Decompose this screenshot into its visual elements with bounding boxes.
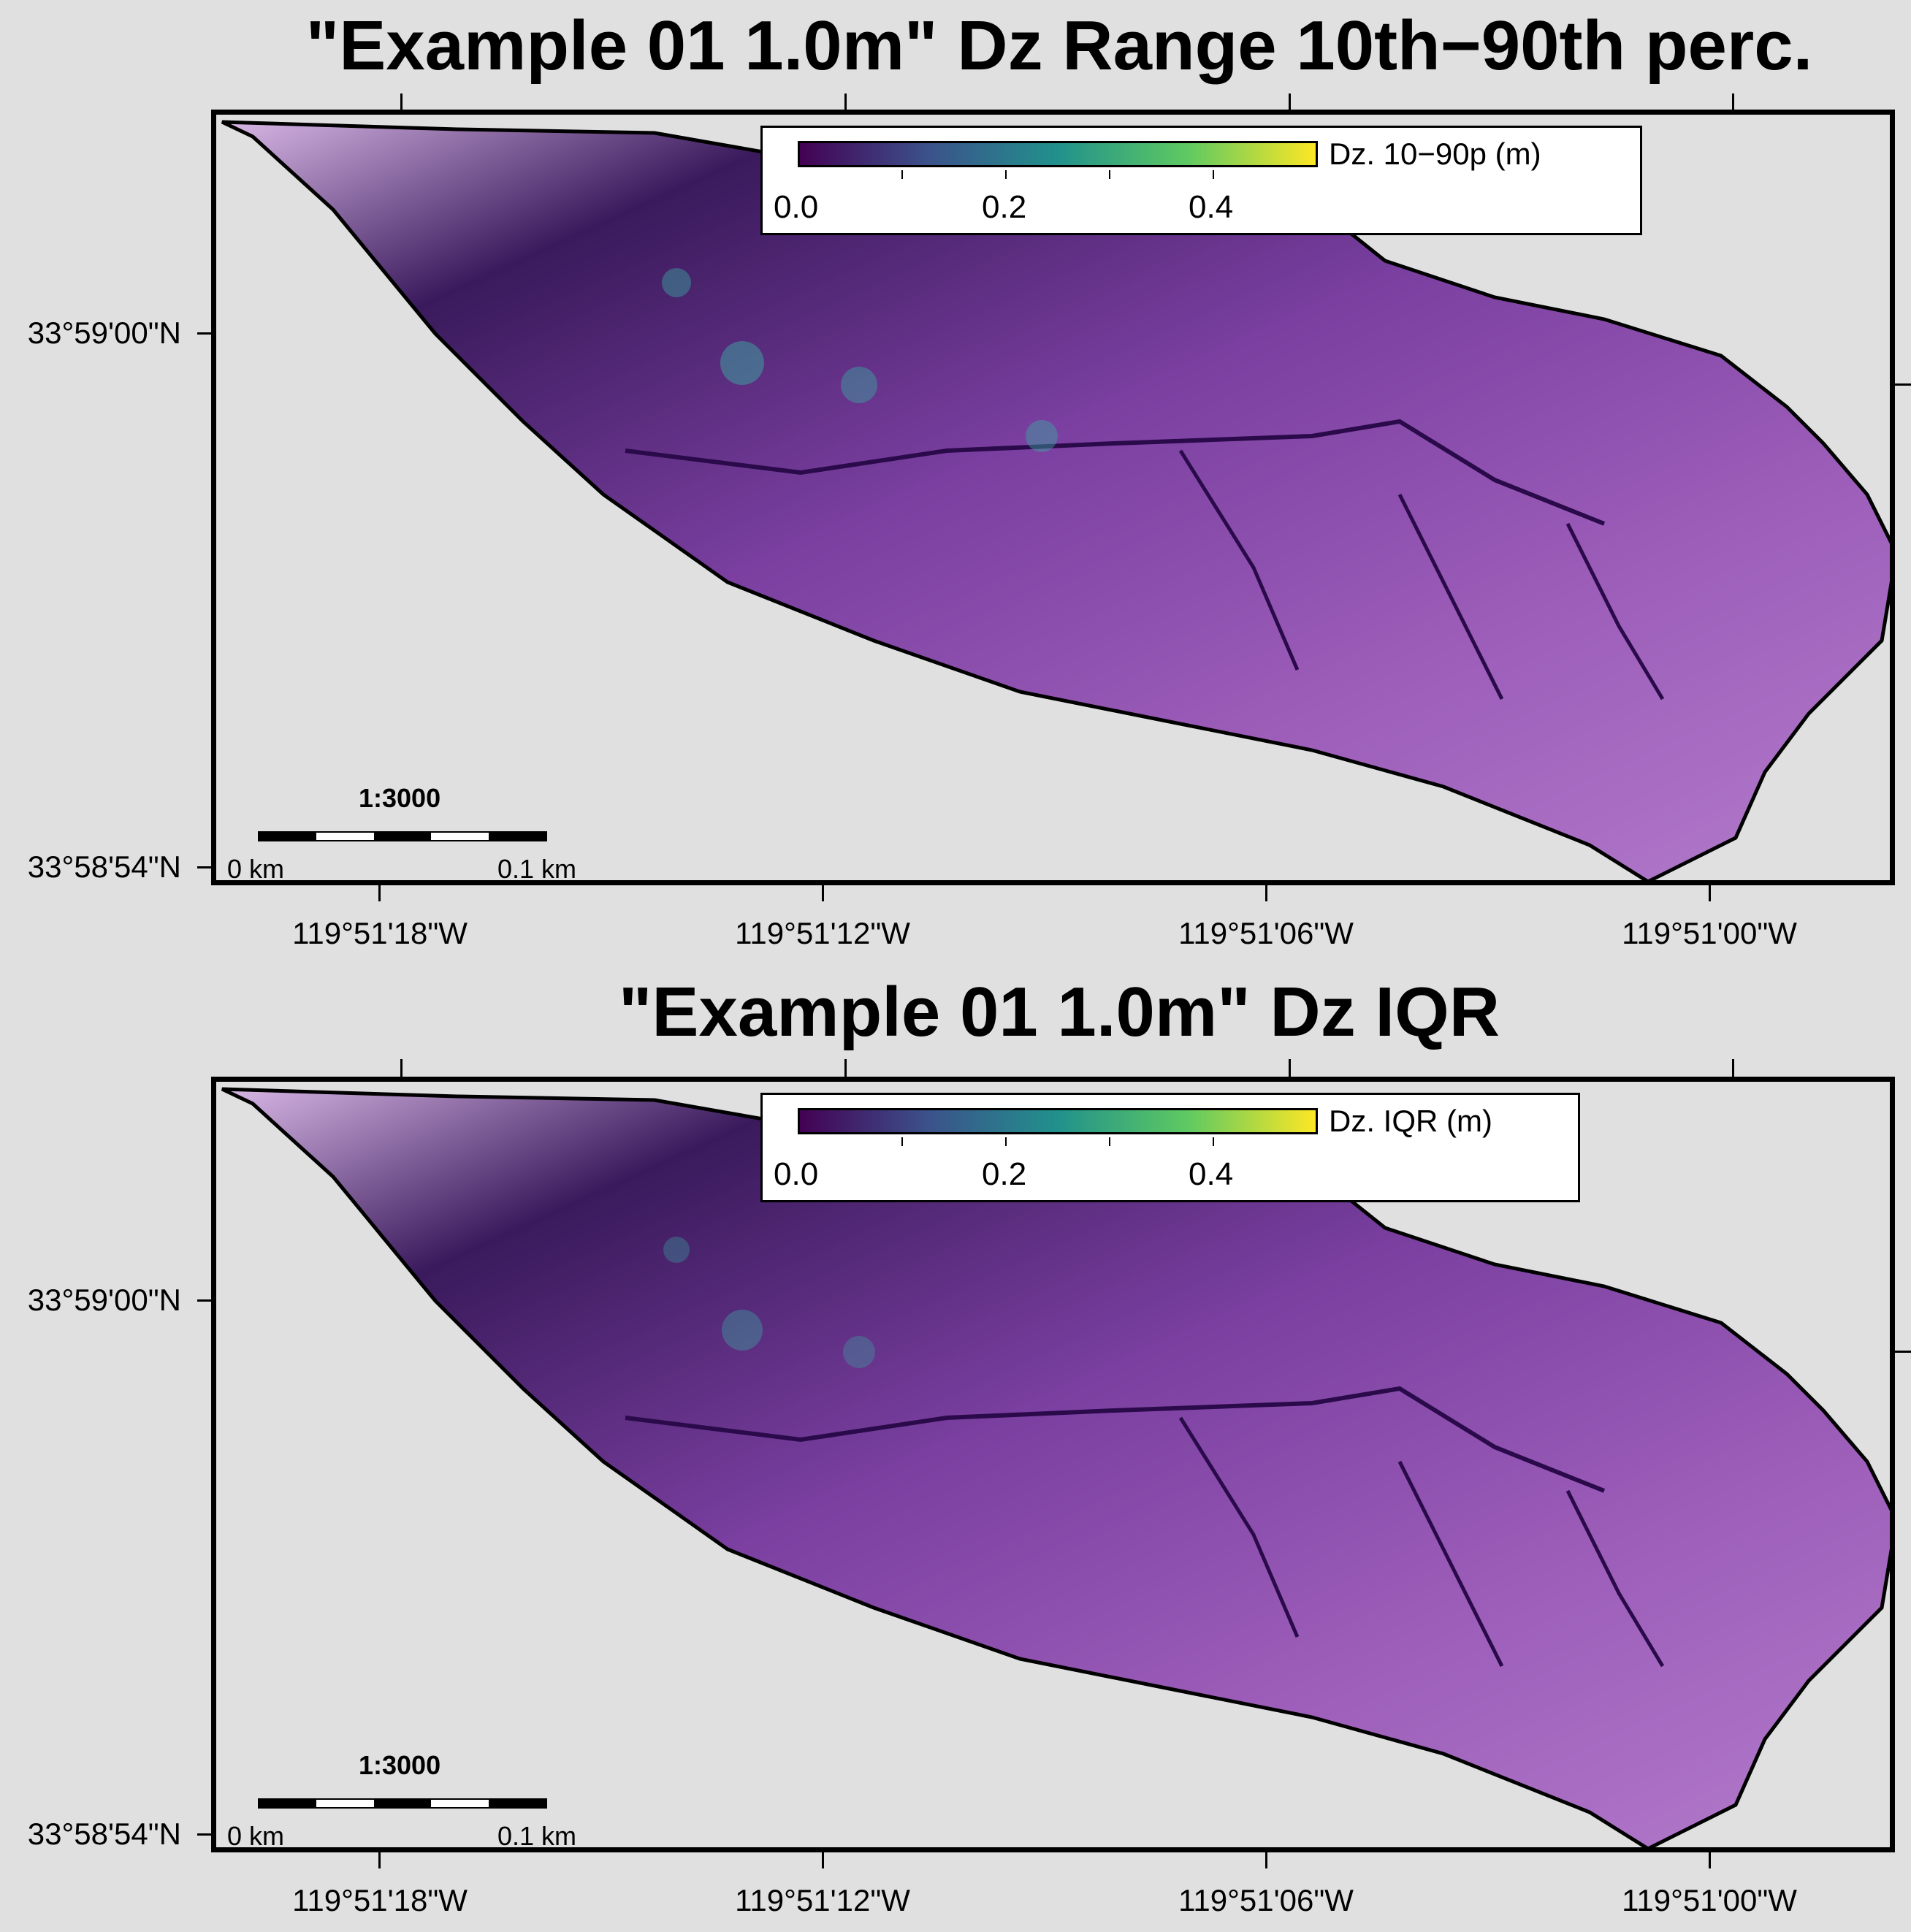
bottom-tick <box>378 884 381 901</box>
terrain-raster <box>221 120 1890 880</box>
gully-line <box>1565 1489 1665 1668</box>
scale-ratio: 1:3000 <box>359 1750 441 1780</box>
colorbar-tick-label: 0.4 <box>1189 1156 1234 1192</box>
colorbar-label: Dz. 10−90p (m) <box>1329 137 1541 171</box>
panel-title: "Example 01 1.0m" Dz IQR <box>618 973 1500 1051</box>
colorbar-tick <box>1213 170 1214 179</box>
colorbar-legend: Dz. IQR (m) 0.0 0.2 0.4 <box>760 1093 1580 1202</box>
lon-label: 119°51'12"W <box>735 916 910 950</box>
colorbar-tick <box>1005 1137 1007 1146</box>
right-tick <box>1895 383 1911 386</box>
colorbar-tick <box>1109 170 1110 179</box>
top-tick <box>1732 93 1734 112</box>
anomaly-patch <box>841 367 877 403</box>
lat-label: 33°59'00"N <box>27 316 181 350</box>
scale-start-label: 0 km <box>227 854 285 884</box>
colorbar-tick <box>901 170 903 179</box>
map-panel-iqr: "Example 01 1.0m" Dz IQR <box>0 966 1911 1932</box>
colorbar-gradient <box>798 1108 1318 1134</box>
colorbar-tick <box>1213 1137 1214 1146</box>
top-tick <box>844 93 847 112</box>
colorbar-gradient <box>798 141 1318 167</box>
scale-bar <box>258 1798 547 1809</box>
top-tick <box>1289 93 1291 112</box>
bottom-tick <box>1265 1851 1267 1868</box>
top-tick <box>400 93 403 112</box>
lon-label: 119°51'18"W <box>292 916 468 950</box>
top-tick <box>844 1059 847 1078</box>
bottom-tick <box>822 1851 824 1868</box>
lon-label: 119°51'00"W <box>1622 1883 1797 1917</box>
right-tick <box>1895 1351 1911 1353</box>
ridge-line <box>625 419 1606 526</box>
colorbar-tick-label: 0.0 <box>774 1156 819 1192</box>
anomaly-patch <box>843 1336 875 1368</box>
bottom-tick <box>1709 1851 1711 1868</box>
anomaly-patch <box>722 1310 763 1351</box>
map-frame: Dz. IQR (m) 0.0 0.2 0.4 1:3000 0 km 0.1 … <box>211 1077 1895 1852</box>
left-tick <box>197 1299 213 1302</box>
map-panel-range: "Example 01 1.0m" Dz Range 10th−90th per… <box>0 0 1911 964</box>
gully-line <box>1178 449 1300 671</box>
ridge-line <box>625 1386 1606 1493</box>
colorbar-tick-label: 0.2 <box>982 189 1027 225</box>
lat-label: 33°59'00"N <box>27 1283 181 1317</box>
lat-label: 33°58'54"N <box>27 1817 181 1851</box>
bottom-tick <box>378 1851 381 1868</box>
colorbar-legend: Dz. 10−90p (m) 0.0 0.2 0.4 <box>760 126 1642 235</box>
left-tick <box>197 1833 213 1836</box>
anomaly-patch <box>1026 420 1058 452</box>
colorbar-label: Dz. IQR (m) <box>1329 1104 1492 1138</box>
colorbar-tick-label: 0.0 <box>774 189 819 225</box>
bottom-tick <box>822 884 824 901</box>
gully-line <box>1565 522 1665 700</box>
terrain-area <box>221 120 1890 880</box>
bottom-tick <box>1709 884 1711 901</box>
gully-line <box>1397 1460 1504 1668</box>
colorbar-tick <box>1109 1137 1110 1146</box>
lon-label: 119°51'12"W <box>735 1883 910 1917</box>
gully-line <box>1178 1416 1300 1638</box>
map-frame: Dz. 10−90p (m) 0.0 0.2 0.4 1:3000 0 km 0… <box>211 110 1895 885</box>
left-tick <box>197 866 213 868</box>
scale-start-label: 0 km <box>227 1821 285 1851</box>
colorbar-tick-label: 0.4 <box>1189 189 1234 225</box>
left-tick <box>197 332 213 335</box>
scale-bar <box>258 831 547 841</box>
scale-end-label: 0.1 km <box>497 854 577 884</box>
bottom-tick <box>1265 884 1267 901</box>
terrain-area <box>221 1087 1890 1847</box>
top-tick <box>1289 1059 1291 1078</box>
lat-label: 33°58'54"N <box>27 849 181 884</box>
lon-label: 119°51'18"W <box>292 1883 468 1917</box>
scale-ratio: 1:3000 <box>359 783 441 813</box>
colorbar-tick <box>1005 170 1007 179</box>
anomaly-patch <box>663 1237 690 1263</box>
top-tick <box>400 1059 403 1078</box>
lon-label: 119°51'00"W <box>1622 916 1797 950</box>
gully-line <box>1397 493 1504 700</box>
top-tick <box>1732 1059 1734 1078</box>
colorbar-tick-label: 0.2 <box>982 1156 1027 1192</box>
lon-label: 119°51'06"W <box>1178 916 1354 950</box>
anomaly-patch <box>662 268 691 297</box>
colorbar-tick <box>901 1137 903 1146</box>
anomaly-patch <box>720 341 764 385</box>
panel-title: "Example 01 1.0m" Dz Range 10th−90th per… <box>305 7 1813 85</box>
lon-label: 119°51'06"W <box>1178 1883 1354 1917</box>
scale-end-label: 0.1 km <box>497 1821 577 1851</box>
